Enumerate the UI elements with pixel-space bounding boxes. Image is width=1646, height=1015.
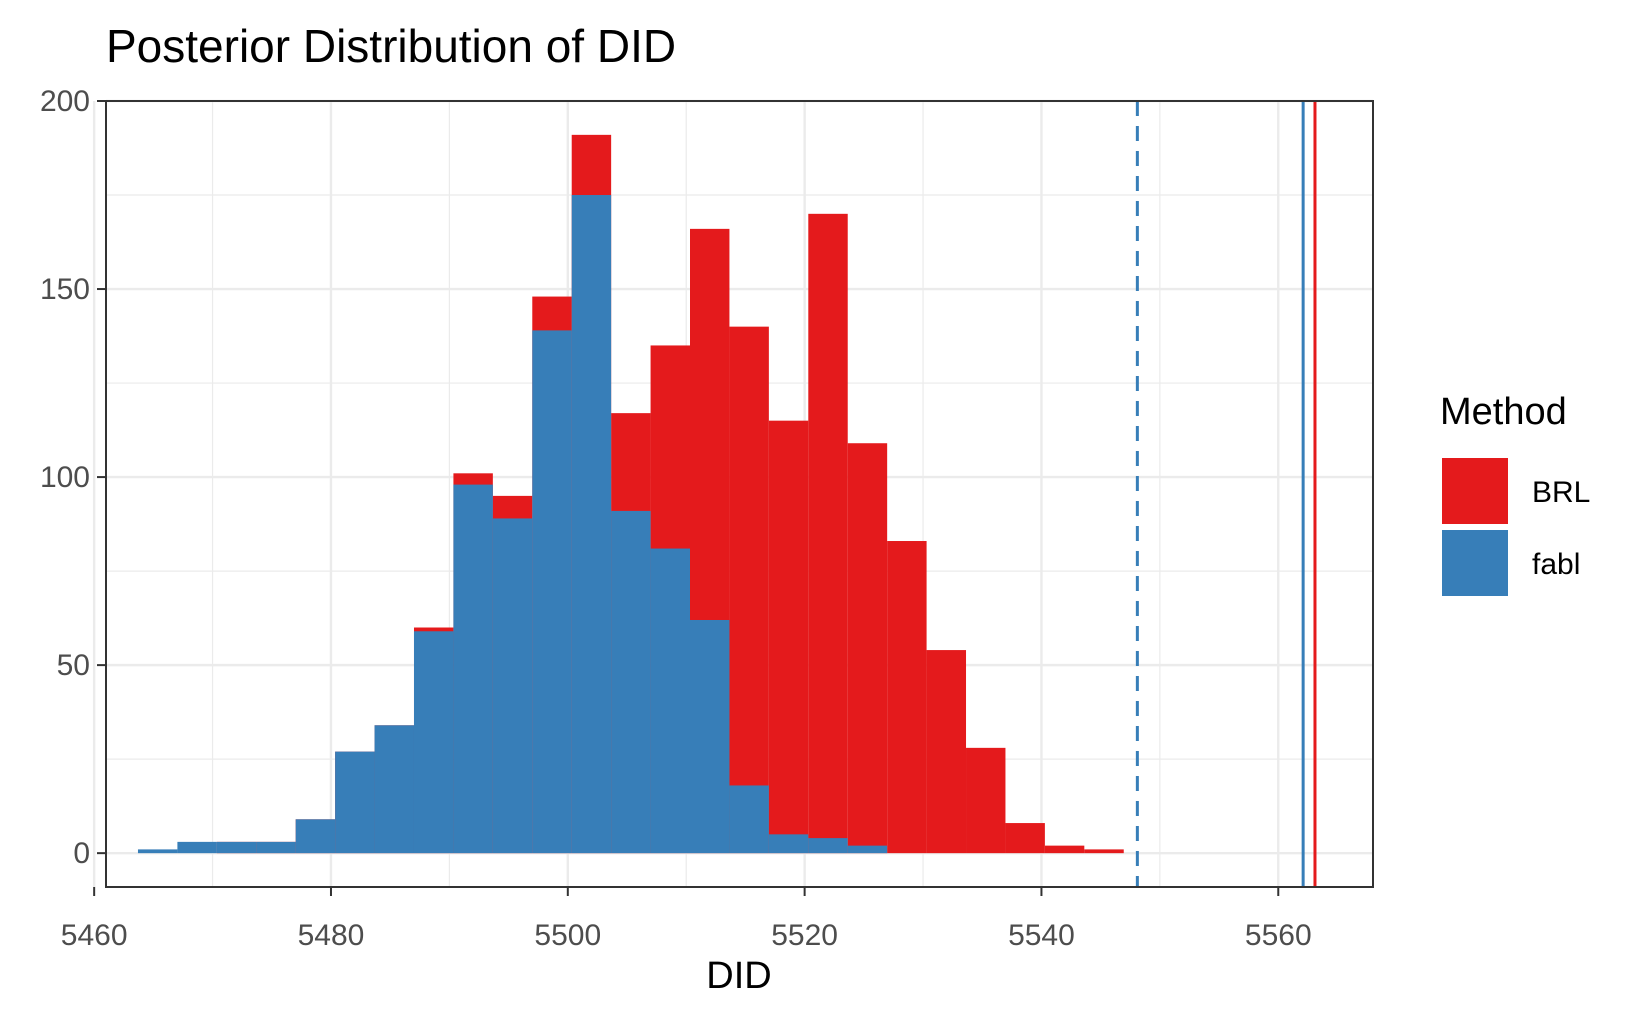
bar-fabl	[847, 845, 888, 854]
legend-label-brl: BRL	[1532, 476, 1590, 509]
bar-fabl	[374, 725, 414, 854]
bar-brl	[729, 326, 769, 854]
bar-brl	[768, 420, 809, 854]
bar-brl	[926, 650, 967, 854]
bar-brl	[808, 213, 848, 854]
legend-label-fabl: fabl	[1532, 548, 1580, 581]
bar-brl	[1044, 845, 1085, 854]
legend-key-brl	[1442, 458, 1508, 524]
bar-fabl	[177, 841, 217, 854]
y-tick-label: 100	[40, 461, 90, 494]
bar-fabl	[216, 841, 257, 854]
plot-border	[105, 100, 1374, 888]
x-axis-title: DID	[706, 955, 771, 997]
bar-brl	[1005, 823, 1045, 854]
bar-fabl	[768, 834, 809, 854]
y-tick-label: 0	[73, 837, 90, 870]
bar-fabl	[295, 819, 336, 854]
histogram-bars	[137, 134, 1124, 854]
bar-brl	[966, 747, 1006, 854]
bar-fabl	[335, 751, 375, 854]
legend-title: Method	[1440, 391, 1567, 433]
bar-brl	[887, 541, 927, 854]
x-axis: 5460 5480 5500 5520 5540 5560	[61, 887, 1312, 952]
bar-fabl	[729, 785, 769, 854]
chart-title: Posterior Distribution of DID	[106, 20, 676, 72]
bar-fabl	[453, 484, 493, 854]
reference-lines	[1135, 101, 1317, 887]
bar-fabl	[571, 195, 612, 854]
y-axis: 0 50 100 150 200	[40, 85, 106, 870]
bar-fabl	[492, 518, 533, 854]
legend-items: BRL fabl	[1442, 458, 1590, 596]
bar-fabl	[690, 619, 730, 854]
x-tick-label: 5560	[1245, 919, 1312, 952]
x-tick-label: 5460	[61, 919, 128, 952]
legend-key-fabl	[1442, 530, 1508, 596]
legend: Method BRL fabl	[1440, 391, 1590, 596]
x-tick-label: 5480	[298, 919, 365, 952]
bar-fabl	[413, 631, 454, 854]
bar-brl	[1084, 849, 1124, 854]
bar-fabl	[808, 838, 848, 854]
y-tick-label: 150	[40, 273, 90, 306]
x-tick-label: 5520	[771, 919, 838, 952]
bar-fabl	[532, 330, 572, 854]
y-tick-label: 200	[40, 85, 90, 118]
y-tick-label: 50	[57, 649, 90, 682]
bar-fabl	[256, 841, 296, 854]
x-tick-label: 5540	[1008, 919, 1075, 952]
bar-brl	[847, 443, 888, 854]
bar-fabl	[137, 849, 178, 854]
bar-fabl	[611, 510, 651, 854]
x-tick-label: 5500	[534, 919, 601, 952]
bar-fabl	[650, 548, 691, 854]
